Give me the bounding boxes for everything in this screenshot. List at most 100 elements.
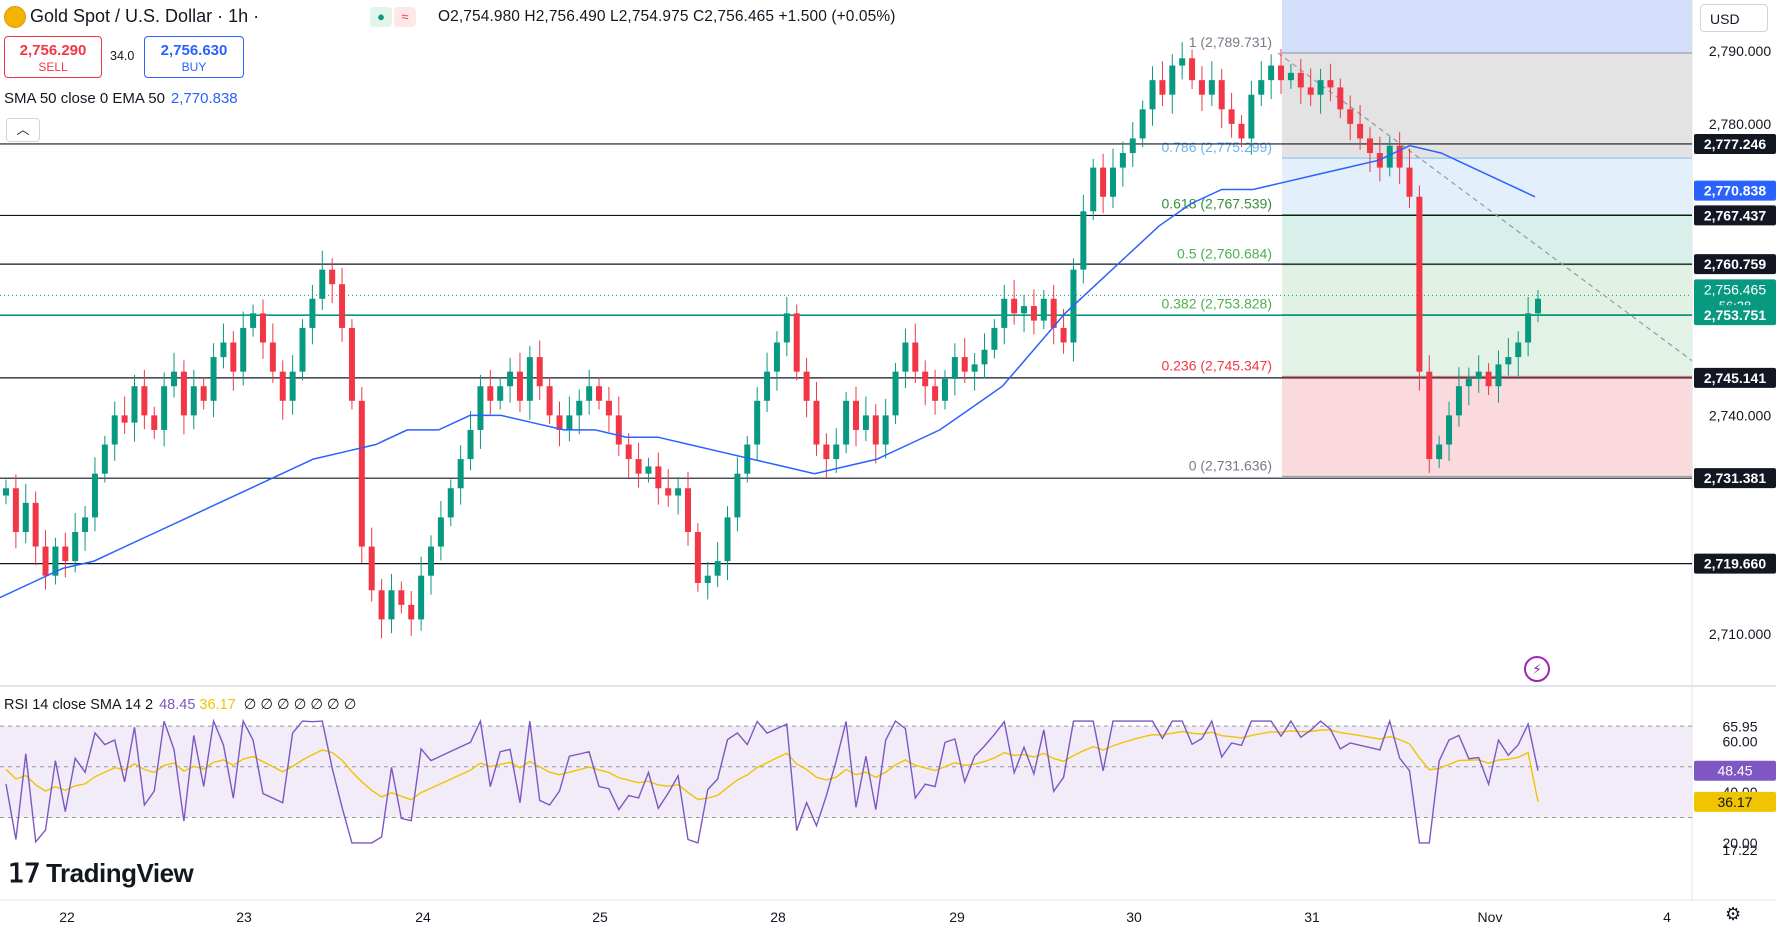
- candle-body: [358, 400, 365, 547]
- tradingview-mark-icon: 𝟣𝟩: [8, 858, 41, 888]
- rsi-value-tag: [1694, 760, 1776, 781]
- delayed-wave-icon[interactable]: ≈: [394, 7, 416, 27]
- candle-body: [1070, 269, 1077, 343]
- candle-body: [1525, 313, 1532, 343]
- buy-label: BUY: [181, 60, 207, 74]
- collapse-legend-button[interactable]: ︿: [6, 118, 40, 142]
- rsi-axis-tick: 60.00: [1722, 733, 1757, 749]
- candle-body: [724, 517, 731, 562]
- candle-body: [418, 575, 425, 620]
- rsi-label: RSI 14 close SMA 14 2: [4, 697, 154, 713]
- ema-value: 2,770.838: [170, 90, 238, 107]
- price-tag: [1694, 553, 1776, 574]
- gear-icon[interactable]: ⚙: [1725, 904, 1742, 924]
- candle-body: [210, 357, 217, 401]
- candle-body: [151, 415, 158, 430]
- market-open-dot-icon[interactable]: ●: [370, 7, 392, 27]
- candle-body: [1287, 72, 1294, 81]
- symbol-title[interactable]: Gold Spot / U.S. Dollar · 1h ·: [30, 6, 260, 26]
- candle-body: [773, 342, 780, 372]
- candle-body: [526, 357, 533, 401]
- candle-body: [348, 327, 355, 401]
- candle-body: [487, 386, 494, 401]
- candle-body: [882, 415, 889, 445]
- candle-body: [704, 575, 711, 583]
- candle-body: [1357, 123, 1364, 139]
- candle-body: [3, 488, 9, 496]
- candle-body: [951, 357, 958, 379]
- candle-body: [319, 269, 326, 299]
- fib-zone-band: [1282, 376, 1692, 477]
- bolt-icon[interactable]: ⚡: [1524, 656, 1550, 682]
- candle-body: [813, 400, 820, 445]
- candle-body: [507, 371, 514, 387]
- candle-body: [1149, 80, 1156, 110]
- candle-body: [62, 546, 69, 562]
- candle-body: [1515, 342, 1522, 358]
- candle-body: [1396, 145, 1403, 168]
- candle-body: [289, 371, 296, 401]
- bar-countdown-label: 56:38: [1719, 298, 1752, 313]
- candle-body: [714, 561, 721, 576]
- candle-body: [259, 313, 266, 343]
- candle-body: [111, 415, 118, 445]
- candle-body: [1475, 371, 1482, 379]
- candle-body: [615, 415, 622, 445]
- candle-body: [576, 400, 583, 416]
- price-axis-tick: 2,790.000: [1709, 43, 1771, 59]
- candle-body: [1001, 298, 1008, 328]
- price-tag-label: 2,753.751: [1704, 307, 1766, 323]
- chart-header: Gold Spot / U.S. Dollar · 1h · ● ≈ O2,75…: [0, 0, 1690, 34]
- candle-body: [121, 415, 128, 423]
- candle-body: [803, 371, 810, 401]
- fib-level-label: 0.786 (2,775.299): [1161, 139, 1272, 155]
- candle-body: [902, 342, 909, 372]
- price-tag: [1694, 180, 1776, 201]
- candle-body: [912, 342, 919, 372]
- candle-body: [862, 415, 869, 430]
- price-tag-label: 2,777.246: [1704, 136, 1766, 152]
- candle-body: [101, 444, 108, 474]
- price-tag-label: 2,719.660: [1704, 556, 1766, 572]
- candle-body: [82, 517, 89, 532]
- candle-body: [694, 531, 701, 583]
- candle-body: [1327, 80, 1334, 88]
- candle-body: [872, 415, 879, 445]
- candle-body: [1258, 80, 1265, 95]
- candle-body: [1109, 167, 1116, 197]
- fib-zone-band: [1282, 214, 1692, 265]
- fib-zone-band: [1282, 158, 1692, 215]
- gold-coin-icon[interactable]: [4, 6, 26, 28]
- sell-button[interactable]: 2,756.290 SELL: [4, 36, 102, 78]
- ema-label: SMA 50 close 0 EMA 50: [4, 90, 165, 107]
- price-tag: [1694, 305, 1776, 326]
- tradingview-logo[interactable]: 𝟣𝟩 TradingView: [8, 858, 194, 889]
- candle-body: [269, 342, 276, 372]
- candle-body: [378, 590, 385, 620]
- candle-body: [398, 590, 405, 605]
- candle-body: [1337, 87, 1344, 110]
- candle-body: [131, 386, 138, 423]
- rsi-band: [0, 726, 1692, 818]
- buy-button[interactable]: 2,756.630 BUY: [144, 36, 244, 78]
- candle-body: [1495, 364, 1502, 387]
- currency-selector[interactable]: USD: [1700, 4, 1768, 32]
- ohlc-readout: O2,754.980 H2,756.490 L2,754.975 C2,756.…: [438, 8, 896, 25]
- candle-body: [329, 269, 336, 285]
- candle-body: [279, 371, 286, 401]
- ema-indicator-legend[interactable]: SMA 50 close 0 EMA 50 2,770.838: [4, 90, 238, 107]
- sell-price: 2,756.290: [19, 42, 87, 59]
- candle-body: [299, 327, 306, 372]
- candle-body: [853, 400, 860, 430]
- candle-body: [1416, 196, 1423, 372]
- rsi-indicator-legend[interactable]: RSI 14 close SMA 14 2 48.45 36.17 ∅ ∅ ∅ ∅ …: [4, 697, 356, 713]
- trendline: [1277, 52, 1693, 362]
- candle-body: [783, 313, 790, 343]
- time-axis-tick: 30: [1126, 909, 1142, 925]
- rsi-sma-line: [5, 729, 1539, 803]
- last-price-label: 2,756.465: [1704, 281, 1766, 297]
- candle-body: [32, 502, 39, 547]
- time-axis-tick: Nov: [1478, 909, 1503, 925]
- candle-body: [1317, 80, 1324, 95]
